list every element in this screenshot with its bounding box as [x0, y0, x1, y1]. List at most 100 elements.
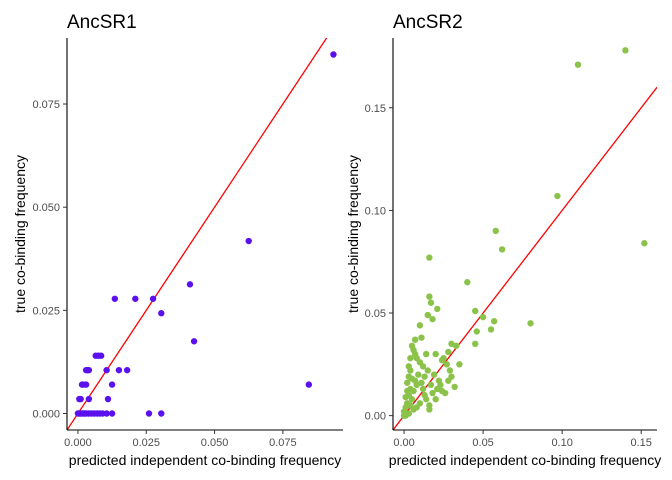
data-point — [429, 316, 435, 322]
x-tick-label: 0.05 — [472, 437, 493, 449]
data-point — [407, 355, 413, 361]
data-point — [410, 388, 416, 394]
x-axis-label: predicted independent co-binding frequen… — [389, 452, 661, 468]
data-point — [407, 402, 413, 408]
x-ticks: 0.000 0.025 0.050 0.075 — [64, 430, 296, 449]
data-point — [434, 306, 440, 312]
data-point — [79, 381, 85, 387]
points — [75, 51, 337, 416]
data-point — [409, 375, 415, 381]
data-point — [109, 381, 115, 387]
data-point — [499, 246, 505, 252]
data-point — [418, 380, 424, 386]
y-tick-label: 0.075 — [32, 99, 60, 111]
data-point — [426, 293, 432, 299]
data-point — [112, 296, 118, 302]
y-tick-label: 0.025 — [32, 305, 60, 317]
data-point — [445, 378, 451, 384]
data-point — [417, 322, 423, 328]
data-point — [431, 371, 437, 377]
y-tick-label: 0.000 — [32, 408, 60, 420]
y-tick-label: 0.050 — [32, 202, 60, 214]
data-point — [480, 314, 486, 320]
data-point — [86, 396, 92, 402]
x-tick-label: 0.025 — [132, 437, 160, 449]
data-point — [415, 371, 421, 377]
data-point — [474, 328, 480, 334]
y-ticks: 0.000 0.025 0.050 0.075 — [32, 99, 67, 420]
plot-area — [67, 13, 343, 430]
panel-title: AncSR2 — [393, 12, 463, 33]
x-axis-label: predicted independent co-binding frequen… — [69, 452, 341, 468]
data-point — [124, 367, 130, 373]
data-point — [472, 308, 478, 314]
y-axis-label: true co-binding frequency — [12, 155, 28, 313]
data-point — [103, 410, 109, 416]
x-tick-label: 0.075 — [269, 437, 297, 449]
panel-title: AncSR1 — [67, 12, 137, 33]
data-point — [418, 334, 424, 340]
identity-line — [393, 87, 657, 430]
data-point — [402, 394, 408, 400]
identity-line — [67, 13, 343, 430]
data-point — [150, 296, 156, 302]
y-axis-label: true co-binding frequency — [345, 155, 361, 313]
data-point — [103, 367, 109, 373]
data-point — [191, 338, 197, 344]
data-point — [116, 367, 122, 373]
data-point — [420, 386, 426, 392]
y-tick-label: 0.05 — [365, 308, 386, 320]
data-point — [421, 373, 427, 379]
data-point — [554, 193, 560, 199]
x-tick-label: 0.000 — [64, 437, 92, 449]
data-point — [472, 341, 478, 347]
data-point — [439, 357, 445, 363]
data-point — [423, 396, 429, 402]
data-point — [429, 390, 435, 396]
data-point — [84, 367, 90, 373]
x-tick-label: 0.15 — [630, 437, 651, 449]
data-point — [77, 396, 83, 402]
y-tick-label: 0.15 — [365, 103, 386, 115]
data-point — [432, 351, 438, 357]
data-point — [641, 240, 647, 246]
y-tick-label: 0.10 — [365, 205, 386, 217]
data-point — [105, 396, 111, 402]
data-point — [306, 381, 312, 387]
data-point — [527, 320, 533, 326]
data-point — [432, 396, 438, 402]
data-point — [404, 388, 410, 394]
data-point — [445, 349, 451, 355]
data-point — [428, 300, 434, 306]
data-point — [622, 47, 628, 53]
data-point — [439, 388, 445, 394]
data-point — [426, 254, 432, 260]
data-point — [491, 318, 497, 324]
plot-area — [393, 47, 657, 430]
y-tick-label: 0.00 — [365, 411, 386, 423]
data-point — [426, 402, 432, 408]
data-point — [412, 336, 418, 342]
data-point — [428, 382, 434, 388]
x-tick-label: 0.00 — [393, 437, 414, 449]
data-point — [146, 410, 152, 416]
data-point — [132, 296, 138, 302]
points — [401, 47, 648, 419]
data-point — [447, 367, 453, 373]
data-point — [406, 363, 412, 369]
data-point — [330, 51, 336, 57]
data-point — [92, 353, 98, 359]
data-point — [158, 410, 164, 416]
data-point — [409, 343, 415, 349]
data-point — [246, 238, 252, 244]
data-point — [493, 228, 499, 234]
data-point — [436, 378, 442, 384]
data-point — [464, 279, 470, 285]
y-ticks: 0.00 0.05 0.10 0.15 — [365, 103, 393, 423]
data-point — [187, 281, 193, 287]
panel-ancsr2: AncSR2 0.00 0.05 0.10 0.15 0.00 0.05 0.10 0.15… — [345, 12, 661, 468]
data-point — [456, 361, 462, 367]
data-point — [158, 310, 164, 316]
